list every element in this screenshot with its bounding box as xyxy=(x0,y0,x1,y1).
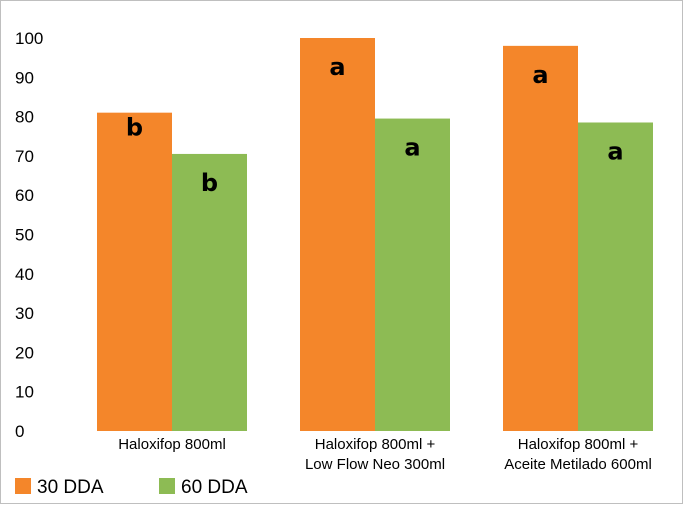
bar-30-dda xyxy=(97,112,172,432)
x-category-label: Low Flow Neo 300ml xyxy=(305,456,445,473)
legend-swatch-30-dda xyxy=(15,478,31,494)
legend-swatch-60-dda xyxy=(159,478,175,494)
bar-30-dda xyxy=(503,45,578,432)
significance-label: b xyxy=(126,114,143,142)
bar-60-dda xyxy=(172,153,247,431)
significance-label: a xyxy=(329,53,345,81)
x-category-label: Haloxifop 800ml + xyxy=(518,436,639,453)
bar-60-dda xyxy=(375,118,450,431)
significance-label: b xyxy=(201,169,218,197)
x-category-label: Aceite Metilado 600ml xyxy=(504,456,652,473)
y-tick-label: 80 xyxy=(15,108,34,127)
x-category-label: Haloxifop 800ml + xyxy=(315,436,436,453)
y-tick-label: 70 xyxy=(15,147,34,166)
x-category-label: Haloxifop 800ml xyxy=(118,436,226,453)
bar-60-dda xyxy=(578,122,653,432)
legend-label: 60 DDA xyxy=(181,477,248,498)
y-tick-label: 30 xyxy=(15,304,34,323)
y-tick-label: 20 xyxy=(15,343,34,362)
legend-label: 30 DDA xyxy=(37,477,104,498)
y-tick-label: 90 xyxy=(15,68,34,87)
y-tick-label: 50 xyxy=(15,226,34,245)
y-tick-label: 60 xyxy=(15,186,34,205)
significance-label: a xyxy=(532,61,548,89)
significance-label: a xyxy=(607,137,623,165)
y-tick-label: 10 xyxy=(15,383,34,402)
significance-label: a xyxy=(404,134,420,162)
y-tick-label: 100 xyxy=(15,29,43,48)
y-tick-label: 0 xyxy=(15,422,24,441)
y-tick-label: 40 xyxy=(15,265,34,284)
bar-30-dda xyxy=(300,38,375,431)
